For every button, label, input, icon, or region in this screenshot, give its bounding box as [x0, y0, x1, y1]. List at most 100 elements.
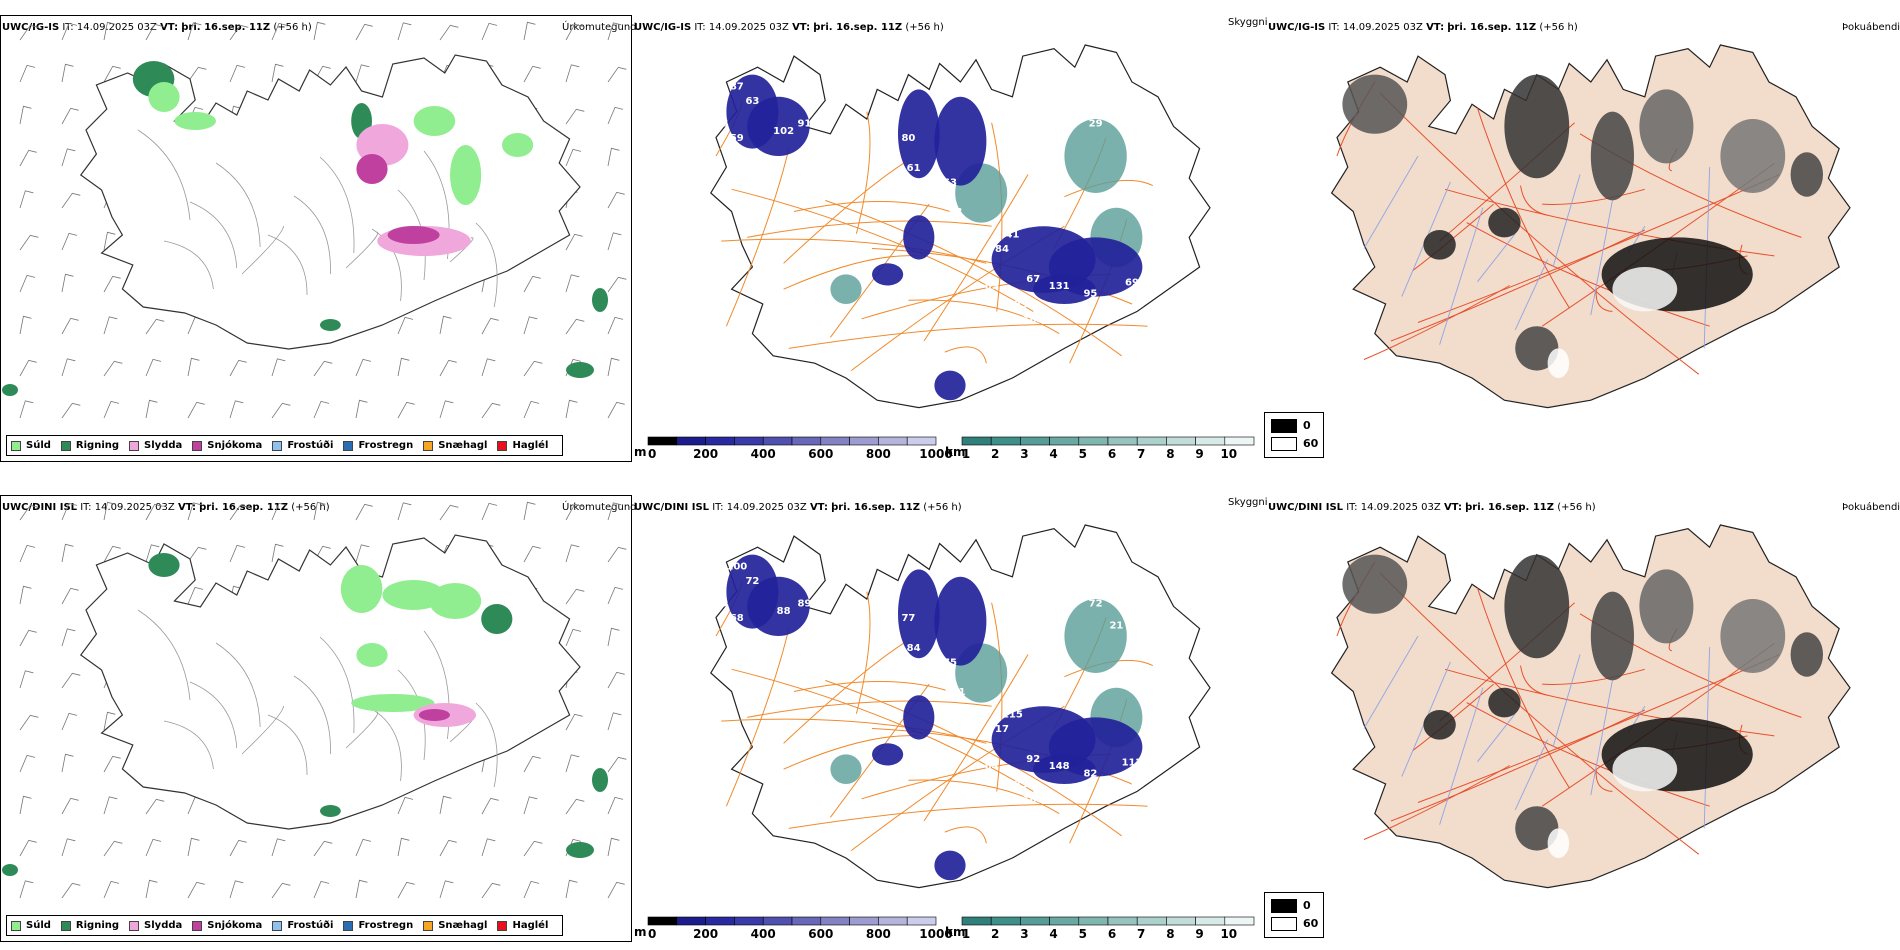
river	[1477, 713, 1516, 763]
wind-barb	[61, 753, 74, 773]
panel-title: UWC/DINI ISL IT: 14.09.2025 03Z VT: þri.…	[1268, 502, 1596, 513]
wind-barb	[187, 546, 207, 563]
snow-bar-segment	[849, 916, 879, 926]
legend-swatch	[497, 440, 508, 451]
wind-barb	[565, 588, 585, 605]
precip-area	[148, 553, 180, 577]
vis-bar-tick: 9	[1195, 927, 1203, 941]
snow-depth-value: 59	[730, 133, 744, 144]
wind-barb	[19, 359, 37, 377]
river	[1439, 207, 1484, 345]
vis-bar-tick: 6	[1108, 927, 1116, 941]
wind-barb	[229, 504, 249, 521]
wind-barb	[439, 839, 457, 857]
row-2: UWC/DINI ISL IT: 14.09.2025 03Z VT: þri.…	[0, 480, 1900, 950]
snow-bar-tick: 600	[808, 927, 833, 941]
wind-barb	[103, 501, 116, 521]
vis-bar-tick: 5	[1079, 927, 1087, 941]
snow-depth-value: 79	[714, 598, 728, 609]
snow-depth-area	[903, 695, 935, 740]
vis-bar-tick: 7	[1137, 927, 1145, 941]
fog-index-area	[1504, 554, 1570, 659]
snow-bar-tick: 200	[693, 447, 718, 461]
road	[721, 718, 987, 744]
precip-area	[429, 583, 482, 619]
wind-barb	[565, 798, 585, 815]
fog-index-area	[1547, 828, 1570, 858]
road	[1520, 665, 1548, 696]
legend-item: Frostúði	[272, 440, 333, 451]
wind-barb	[103, 316, 118, 335]
precip-area	[340, 565, 383, 613]
road	[1476, 587, 1570, 788]
road	[793, 201, 951, 212]
road	[267, 714, 308, 776]
vis-bar-segment	[990, 436, 1021, 446]
wind-barb	[19, 795, 32, 815]
road	[475, 222, 498, 308]
fog-map-2	[1330, 524, 1851, 889]
snow-depth-value: 56	[714, 118, 728, 129]
snow-depth-value: 69	[985, 281, 999, 292]
wind-barb	[439, 795, 452, 815]
fog-index-area	[1342, 74, 1408, 134]
panel-title: UWC/DINI ISL IT: 14.09.2025 03Z VT: þri.…	[634, 502, 962, 513]
precip-panel-label: Úrkomutegund	[562, 502, 637, 513]
snow-depth-value: 80	[901, 133, 915, 144]
wind-barb	[19, 274, 36, 293]
wind-barb	[229, 544, 246, 563]
wind-barb	[61, 882, 81, 899]
snow-bar-segment	[705, 916, 735, 926]
wind-barb	[397, 837, 410, 857]
precip-area	[2, 384, 18, 396]
snow-visibility-map-1: 8763565910291806167638829417169671319569…	[710, 44, 1211, 409]
snow-depth-value: 87	[730, 81, 744, 92]
road	[825, 199, 1122, 357]
legend-item: Frostregn	[343, 920, 413, 931]
wind-barb	[61, 148, 76, 167]
wind-barb	[187, 881, 205, 899]
fog-index-area	[1488, 687, 1521, 718]
snow-depth-value: 84	[912, 739, 926, 750]
legend-item: Frostregn	[343, 440, 413, 451]
wind-barb	[61, 358, 76, 377]
wind-barb	[313, 400, 330, 419]
road	[241, 225, 284, 275]
vis-bar-segment	[1136, 436, 1167, 446]
vis-bar-segment	[961, 916, 992, 926]
road	[923, 654, 1029, 822]
wind-barb	[607, 712, 622, 731]
wind-barb	[61, 22, 78, 41]
precip-map-2	[2, 501, 627, 899]
precip-area	[174, 112, 216, 130]
road	[1379, 92, 1700, 375]
road	[319, 156, 355, 254]
wind-barb	[61, 587, 79, 605]
wind-barb	[61, 838, 76, 857]
precip-legend-2: Súld Rigning Slydda Snjókoma Frostúði Frostre…	[6, 915, 564, 936]
wind-barb	[565, 108, 585, 125]
wind-barb	[355, 544, 370, 563]
river	[1590, 680, 1613, 796]
visibility-area	[1064, 599, 1127, 673]
legend-label: Haglél	[512, 920, 549, 931]
wind-barb	[103, 840, 123, 857]
wind-barb	[607, 66, 627, 83]
snow-depth-value: 131	[1049, 281, 1070, 292]
legend-item: Súld	[11, 440, 51, 451]
vis-bar-tick: 7	[1137, 447, 1145, 461]
snow-depth-value: 112	[1122, 758, 1143, 769]
road	[319, 636, 355, 734]
road	[1417, 654, 1781, 803]
wind-barb	[19, 839, 37, 857]
river	[1363, 635, 1419, 729]
wind-barb	[355, 23, 373, 41]
road	[293, 195, 331, 275]
wind-barb	[145, 838, 162, 857]
road	[855, 591, 871, 714]
vis-bar-tick: 10	[1220, 927, 1237, 941]
wind-barb	[19, 234, 39, 251]
snow-depth-area	[898, 89, 940, 179]
wind-barb	[187, 837, 200, 857]
wind-barb	[61, 402, 81, 419]
